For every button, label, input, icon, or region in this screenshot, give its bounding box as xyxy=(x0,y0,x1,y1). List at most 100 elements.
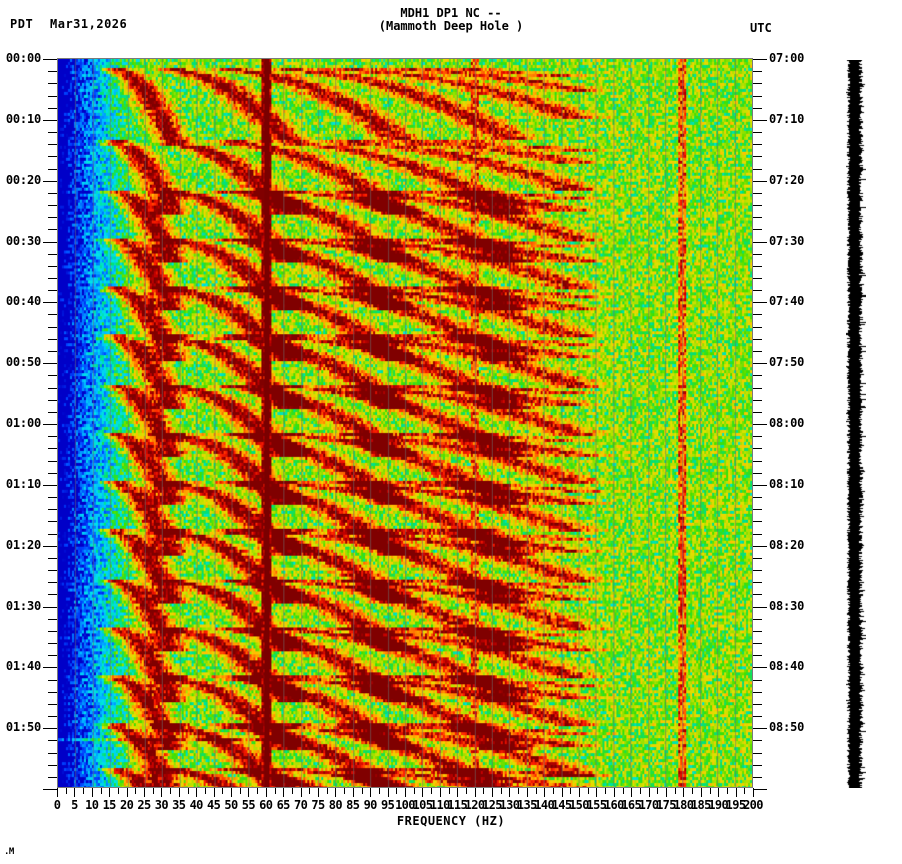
pdt-tick xyxy=(43,301,57,303)
pdt-label: 01:50 xyxy=(5,720,41,734)
frequency-tick xyxy=(509,788,510,797)
frequency-tick xyxy=(275,788,276,794)
frequency-tick xyxy=(309,788,310,794)
utc-tick xyxy=(753,606,767,608)
pdt-tick xyxy=(48,715,57,717)
utc-tick xyxy=(753,508,762,510)
pdt-tick xyxy=(43,119,57,121)
frequency-tick xyxy=(74,788,75,797)
utc-label: 07:50 xyxy=(769,355,805,369)
frequency-label: 45 xyxy=(206,798,221,812)
frequency-tick xyxy=(536,788,537,794)
pdt-tick xyxy=(48,387,57,389)
pdt-tick xyxy=(48,776,57,778)
pdt-tick xyxy=(48,289,57,291)
utc-tick xyxy=(753,447,762,449)
frequency-tick xyxy=(170,788,171,794)
utc-tick xyxy=(753,387,762,389)
frequency-tick xyxy=(631,788,632,797)
frequency-tick xyxy=(422,788,423,797)
pdt-label: 00:20 xyxy=(5,173,41,187)
frequency-tick xyxy=(579,788,580,797)
frequency-label: 135 xyxy=(516,798,537,812)
utc-tick xyxy=(753,228,762,230)
frequency-label: 150 xyxy=(569,798,589,812)
pdt-tick xyxy=(43,423,57,425)
frequency-tick xyxy=(327,788,328,794)
frequency-tick xyxy=(92,788,93,797)
frequency-tick xyxy=(483,788,484,794)
utc-tick xyxy=(753,630,762,632)
utc-tick xyxy=(753,593,762,595)
frequency-tick xyxy=(570,788,571,794)
pdt-tick xyxy=(48,679,57,681)
pdt-tick xyxy=(48,399,57,401)
frequency-tick xyxy=(83,788,84,794)
frequency-tick xyxy=(475,788,476,797)
utc-tick xyxy=(753,374,762,376)
utc-tick xyxy=(753,168,762,170)
frequency-tick xyxy=(370,788,371,797)
utc-tick xyxy=(753,338,762,340)
utc-tick xyxy=(753,204,762,206)
utc-tick xyxy=(753,654,762,656)
utc-label: 08:10 xyxy=(769,477,805,491)
frequency-label: 95 xyxy=(380,798,395,812)
frequency-tick xyxy=(449,788,450,794)
utc-label: 07:20 xyxy=(769,173,805,187)
utc-tick xyxy=(753,241,767,243)
pdt-label: 01:40 xyxy=(5,659,41,673)
pdt-tick xyxy=(48,143,57,145)
frequency-tick xyxy=(414,788,415,794)
frequency-tick xyxy=(109,788,110,797)
frequency-tick xyxy=(388,788,389,797)
frequency-label: 90 xyxy=(363,798,378,812)
frequency-tick xyxy=(753,788,754,797)
frequency-tick xyxy=(283,788,284,797)
frequency-tick xyxy=(675,788,676,794)
frequency-tick xyxy=(605,788,606,794)
utc-tick xyxy=(753,460,762,462)
utc-tick xyxy=(753,581,762,583)
frequency-tick xyxy=(518,788,519,794)
page-subtitle: (Mammoth Deep Hole ) xyxy=(378,19,524,33)
frequency-tick xyxy=(57,788,58,797)
frequency-tick xyxy=(405,788,406,797)
pdt-tick xyxy=(48,764,57,766)
frequency-tick xyxy=(553,788,554,794)
pdt-tick xyxy=(48,557,57,559)
frequency-label: 0 xyxy=(53,798,61,812)
spectrogram-canvas xyxy=(58,59,752,787)
frequency-label: 130 xyxy=(499,798,520,812)
frequency-label: 170 xyxy=(638,798,659,812)
pdt-tick xyxy=(48,265,57,267)
frequency-tick xyxy=(362,788,363,794)
utc-tick xyxy=(753,155,762,157)
utc-label: 07:30 xyxy=(769,234,805,248)
frequency-label: 200 xyxy=(743,798,763,812)
utc-tick xyxy=(753,666,767,668)
frequency-tick xyxy=(596,788,597,797)
frequency-label: 85 xyxy=(346,798,360,812)
utc-tick xyxy=(753,58,767,60)
frequency-label: 15 xyxy=(102,798,117,812)
frequency-label: 40 xyxy=(189,798,204,812)
frequency-tick xyxy=(396,788,397,794)
utc-tick xyxy=(753,776,762,778)
utc-tick xyxy=(753,752,762,754)
utc-label: 08:30 xyxy=(769,599,805,613)
frequency-axis-title: FREQUENCY (HZ) xyxy=(396,814,506,828)
frequency-tick xyxy=(623,788,624,794)
frequency-tick xyxy=(301,788,302,797)
frequency-tick xyxy=(266,788,267,797)
pdt-tick xyxy=(43,241,57,243)
trace-canvas xyxy=(846,60,866,788)
frequency-tick xyxy=(544,788,545,797)
utc-tick xyxy=(753,289,762,291)
pdt-tick xyxy=(43,788,57,790)
pdt-tick xyxy=(48,374,57,376)
utc-label: 08:20 xyxy=(769,538,805,552)
utc-tick xyxy=(753,496,762,498)
frequency-tick xyxy=(248,788,249,797)
pdt-tick xyxy=(48,508,57,510)
